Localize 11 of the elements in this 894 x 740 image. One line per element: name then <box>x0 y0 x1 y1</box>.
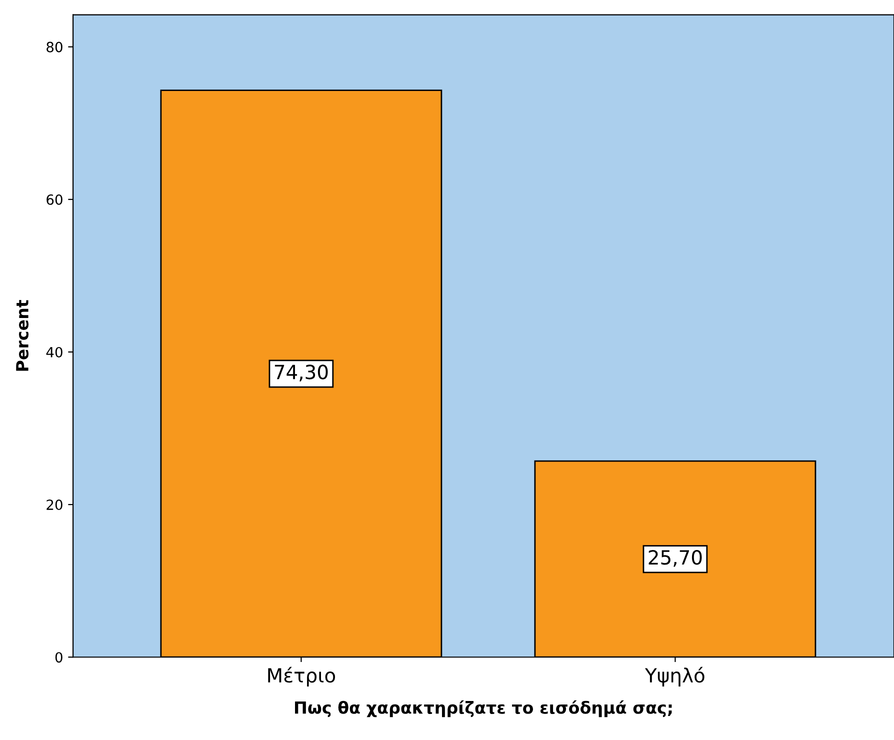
y-tick-label: 0 <box>55 652 62 663</box>
y-tick-label: 60 <box>46 194 62 205</box>
data-label: 25,70 <box>648 550 702 567</box>
y-axis-title: Percent <box>16 300 29 371</box>
x-tick-label: Υψηλό <box>644 666 704 686</box>
x-tick-label: Μέτριο <box>268 666 336 686</box>
data-label: 74,30 <box>274 364 328 382</box>
y-tick-label: 80 <box>46 42 62 52</box>
x-axis-title: Πως θα χαρακτηρίζατε το εισόδημά σας; <box>295 700 672 718</box>
y-tick-label: 20 <box>46 500 62 510</box>
y-tick-label: 40 <box>46 346 62 358</box>
